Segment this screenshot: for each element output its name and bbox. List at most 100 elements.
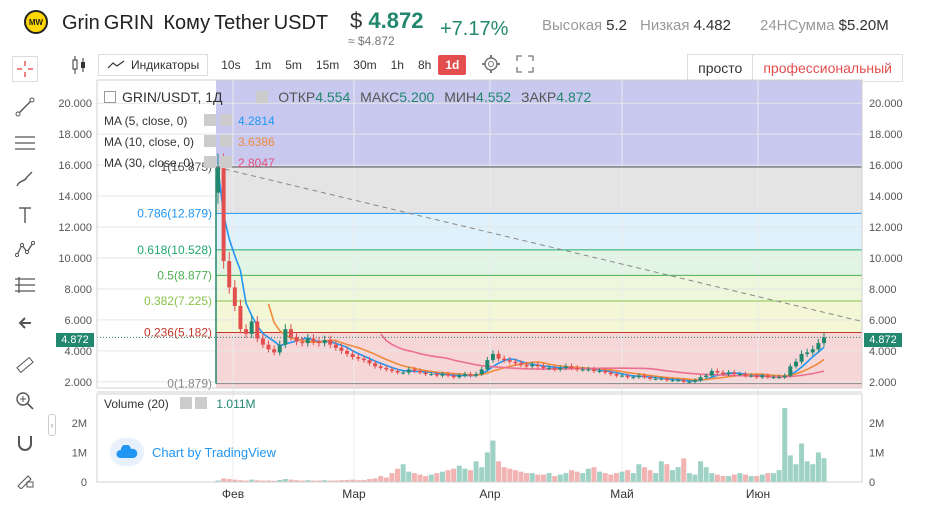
open-value: 4.554 xyxy=(315,89,351,105)
symbol-settings-icon[interactable] xyxy=(256,91,269,103)
candle-type-icon[interactable] xyxy=(70,54,88,76)
volume-stat: 24HСумма $5.20M xyxy=(760,17,889,34)
candle-body xyxy=(249,321,254,334)
ma30-close-icon[interactable] xyxy=(220,156,232,168)
candle-body xyxy=(479,369,484,375)
pattern-icon[interactable] xyxy=(12,236,38,262)
interval-30m[interactable]: 30m xyxy=(353,58,377,72)
volume-bar xyxy=(400,464,406,482)
fib-tool-icon[interactable] xyxy=(12,272,38,298)
interval-10s[interactable]: 10s xyxy=(221,58,241,72)
ma30-settings-icon[interactable] xyxy=(204,156,216,168)
crosshair-icon[interactable] xyxy=(12,56,38,82)
back-arrow-icon[interactable] xyxy=(12,310,38,336)
candle-body xyxy=(799,353,804,362)
candle-body xyxy=(238,305,243,330)
price-change: +7.17% xyxy=(440,18,509,40)
volume-bar xyxy=(787,455,793,482)
volume-close-icon[interactable] xyxy=(195,397,208,409)
tradingview-watermark[interactable]: Chart by TradingView xyxy=(110,438,276,466)
volume-settings-icon[interactable] xyxy=(180,397,193,409)
volume-bar xyxy=(215,480,221,482)
ma-legend: MA (5, close, 0) 4.2814 MA (10, close, 0)… xyxy=(104,111,275,174)
text-tool-icon[interactable] xyxy=(12,202,38,228)
volume-bar xyxy=(490,440,496,482)
y-tick-left: 16.000 xyxy=(58,160,92,172)
volume-bar xyxy=(793,464,799,482)
volume-bar xyxy=(310,480,316,482)
high-stat: Высокая 5.2 xyxy=(542,17,627,34)
mode-simple-button[interactable]: просто xyxy=(698,60,743,76)
volume-pane-border xyxy=(96,393,863,483)
candle-body xyxy=(232,287,237,306)
trend-line-icon[interactable] xyxy=(12,94,38,120)
collapse-legend-icon[interactable] xyxy=(104,91,116,103)
volume-bar xyxy=(518,471,524,482)
ma5-settings-icon[interactable] xyxy=(204,114,216,126)
candle-body xyxy=(636,375,641,378)
volume-bar xyxy=(670,470,675,482)
vs-name: Tether xyxy=(214,12,270,34)
interval-8h[interactable]: 8h xyxy=(417,58,432,72)
volume-bar xyxy=(288,479,294,482)
last-price-tag-right: 4.872 xyxy=(864,333,902,347)
volume-bar xyxy=(395,468,401,482)
candle-body xyxy=(608,372,613,375)
interval-5m[interactable]: 5m xyxy=(285,58,302,72)
high-label: МАКС xyxy=(360,89,400,105)
volume-tick-left: 1M xyxy=(72,447,87,459)
candle-body xyxy=(659,378,664,380)
interval-1d[interactable]: 1d xyxy=(438,55,467,75)
volume-bar xyxy=(473,461,479,482)
ma5-close-icon[interactable] xyxy=(220,114,232,126)
magnet-icon[interactable] xyxy=(12,430,38,456)
candle-body xyxy=(451,375,456,378)
fib-level-label: 0.236(5.182) xyxy=(144,326,212,340)
settings-gear-icon[interactable] xyxy=(474,51,508,80)
candle-body xyxy=(687,381,692,383)
volume-tick-left: 0 xyxy=(81,477,87,489)
ma10-settings-icon[interactable] xyxy=(204,135,216,147)
volume-bar xyxy=(372,478,378,482)
volume-bar xyxy=(664,464,670,482)
volume-bar xyxy=(546,473,552,482)
volume-bar xyxy=(742,474,748,482)
candle-body xyxy=(490,353,495,361)
interval-15m[interactable]: 15m xyxy=(315,58,340,72)
logo-text: MW xyxy=(28,17,44,27)
ma10-close-icon[interactable] xyxy=(220,135,232,147)
candle-body xyxy=(311,338,316,342)
high-value: 5.200 xyxy=(399,89,435,105)
volume-bar xyxy=(249,479,255,482)
brush-icon[interactable] xyxy=(12,166,38,192)
candle-body xyxy=(670,380,675,382)
fullscreen-icon[interactable] xyxy=(508,51,542,80)
cloud-icon xyxy=(110,438,144,466)
collapse-panel-chevron-icon[interactable]: ‹ xyxy=(48,414,56,436)
fib-band xyxy=(216,249,862,276)
close-value: 4.872 xyxy=(556,89,592,105)
volume-bar xyxy=(810,464,816,482)
candle-body xyxy=(603,370,608,373)
ruler-icon[interactable] xyxy=(12,352,38,378)
low-value: 4.482 xyxy=(693,17,731,34)
price-value: 4.872 xyxy=(368,8,424,33)
horizontal-lines-icon[interactable] xyxy=(12,130,38,156)
volume-bar xyxy=(686,473,692,482)
y-tick-left: 12.000 xyxy=(58,222,92,234)
lock-drawing-icon[interactable] xyxy=(12,466,38,492)
mode-pro-button[interactable]: профессиональный xyxy=(752,55,902,81)
zoom-icon[interactable] xyxy=(12,388,38,414)
candle-body xyxy=(810,349,815,353)
interval-1h[interactable]: 1h xyxy=(390,58,404,72)
volume-bar xyxy=(804,461,810,482)
volume-bar xyxy=(383,477,389,482)
candle-body xyxy=(816,343,821,350)
interval-1m[interactable]: 1m xyxy=(254,58,272,72)
candle-body xyxy=(591,369,596,371)
volume-bar xyxy=(316,480,322,482)
volume-bar xyxy=(630,473,636,482)
candle-body xyxy=(378,366,383,368)
indicators-button[interactable]: Индикаторы xyxy=(98,54,209,76)
